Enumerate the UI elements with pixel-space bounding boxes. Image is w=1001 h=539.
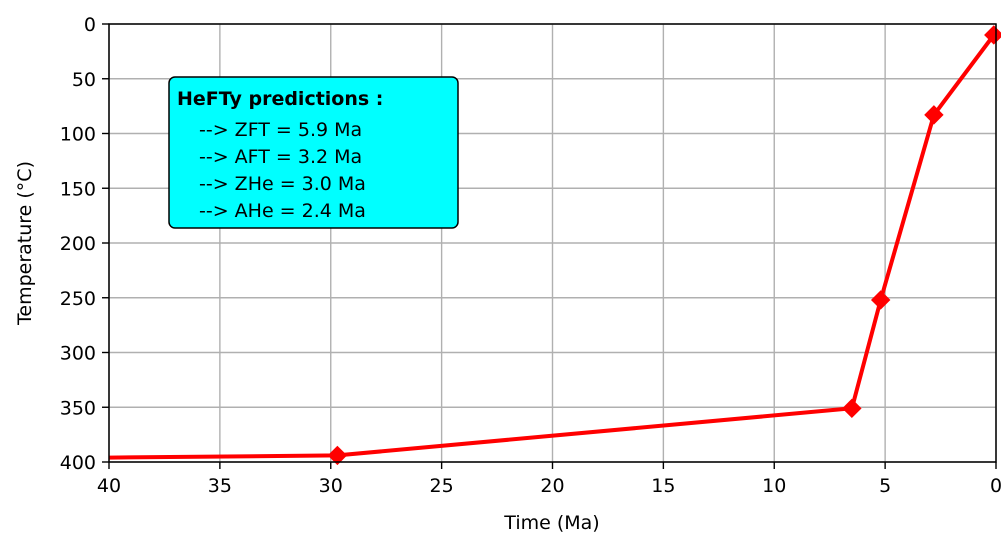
x-tick-label: 30: [319, 475, 343, 497]
y-tick-label: 50: [72, 69, 96, 91]
x-tick-label: 25: [430, 475, 454, 497]
y-tick-label: 0: [84, 14, 96, 36]
data-point-marker: [924, 105, 944, 125]
annotation-line-zhe: --> ZHe = 3.0 Ma: [199, 173, 366, 195]
x-tick-label: 15: [651, 475, 675, 497]
annotation-title: HeFTy predictions :: [177, 88, 383, 110]
data-point-marker: [327, 445, 348, 466]
y-tick-label: 350: [60, 397, 96, 419]
y-tick-label: 100: [60, 124, 96, 146]
x-tick-label: 5: [879, 475, 891, 497]
x-tick-label: 40: [97, 475, 121, 497]
data-point-marker: [984, 25, 1001, 45]
y-tick-label: 200: [60, 233, 96, 255]
x-tick-label: 0: [990, 475, 1001, 497]
y-axis: 0 50 100 150 200 250 300 350 400: [60, 14, 109, 474]
annotation-box: HeFTy predictions : --> ZFT = 5.9 Ma -->…: [168, 76, 459, 229]
annotation-line-zft: --> ZFT = 5.9 Ma: [199, 119, 362, 141]
x-axis: 40 35 30 25 20 15 10 5 0: [97, 462, 1001, 497]
x-tick-label: 20: [540, 475, 564, 497]
data-point-marker: [870, 290, 891, 310]
series-line: [108, 33, 996, 460]
annotation-line-aft: --> AFT = 3.2 Ma: [199, 146, 362, 168]
y-tick-label: 300: [60, 343, 96, 365]
y-tick-label: 150: [60, 178, 96, 200]
y-tick-label: 250: [60, 288, 96, 310]
y-axis-label: Temperature (°C): [14, 161, 36, 326]
annotation-line-ahe: --> AHe = 2.4 Ma: [199, 200, 366, 222]
annotation-background: [168, 76, 459, 229]
y-tick-label: 400: [60, 452, 96, 474]
x-axis-label: Time (Ma): [503, 512, 599, 534]
x-tick-label: 10: [762, 475, 786, 497]
data-point-marker: [842, 398, 862, 419]
x-tick-label: 35: [208, 475, 232, 497]
series-layer: [108, 25, 1001, 466]
